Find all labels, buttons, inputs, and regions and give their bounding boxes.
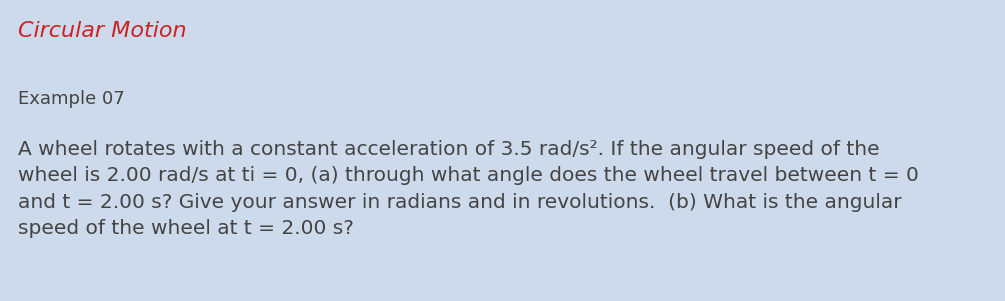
- Text: Circular Motion: Circular Motion: [18, 21, 187, 41]
- Text: A wheel rotates with a constant acceleration of 3.5 rad/s². If the angular speed: A wheel rotates with a constant accelera…: [18, 140, 919, 238]
- Text: Example 07: Example 07: [18, 90, 125, 108]
